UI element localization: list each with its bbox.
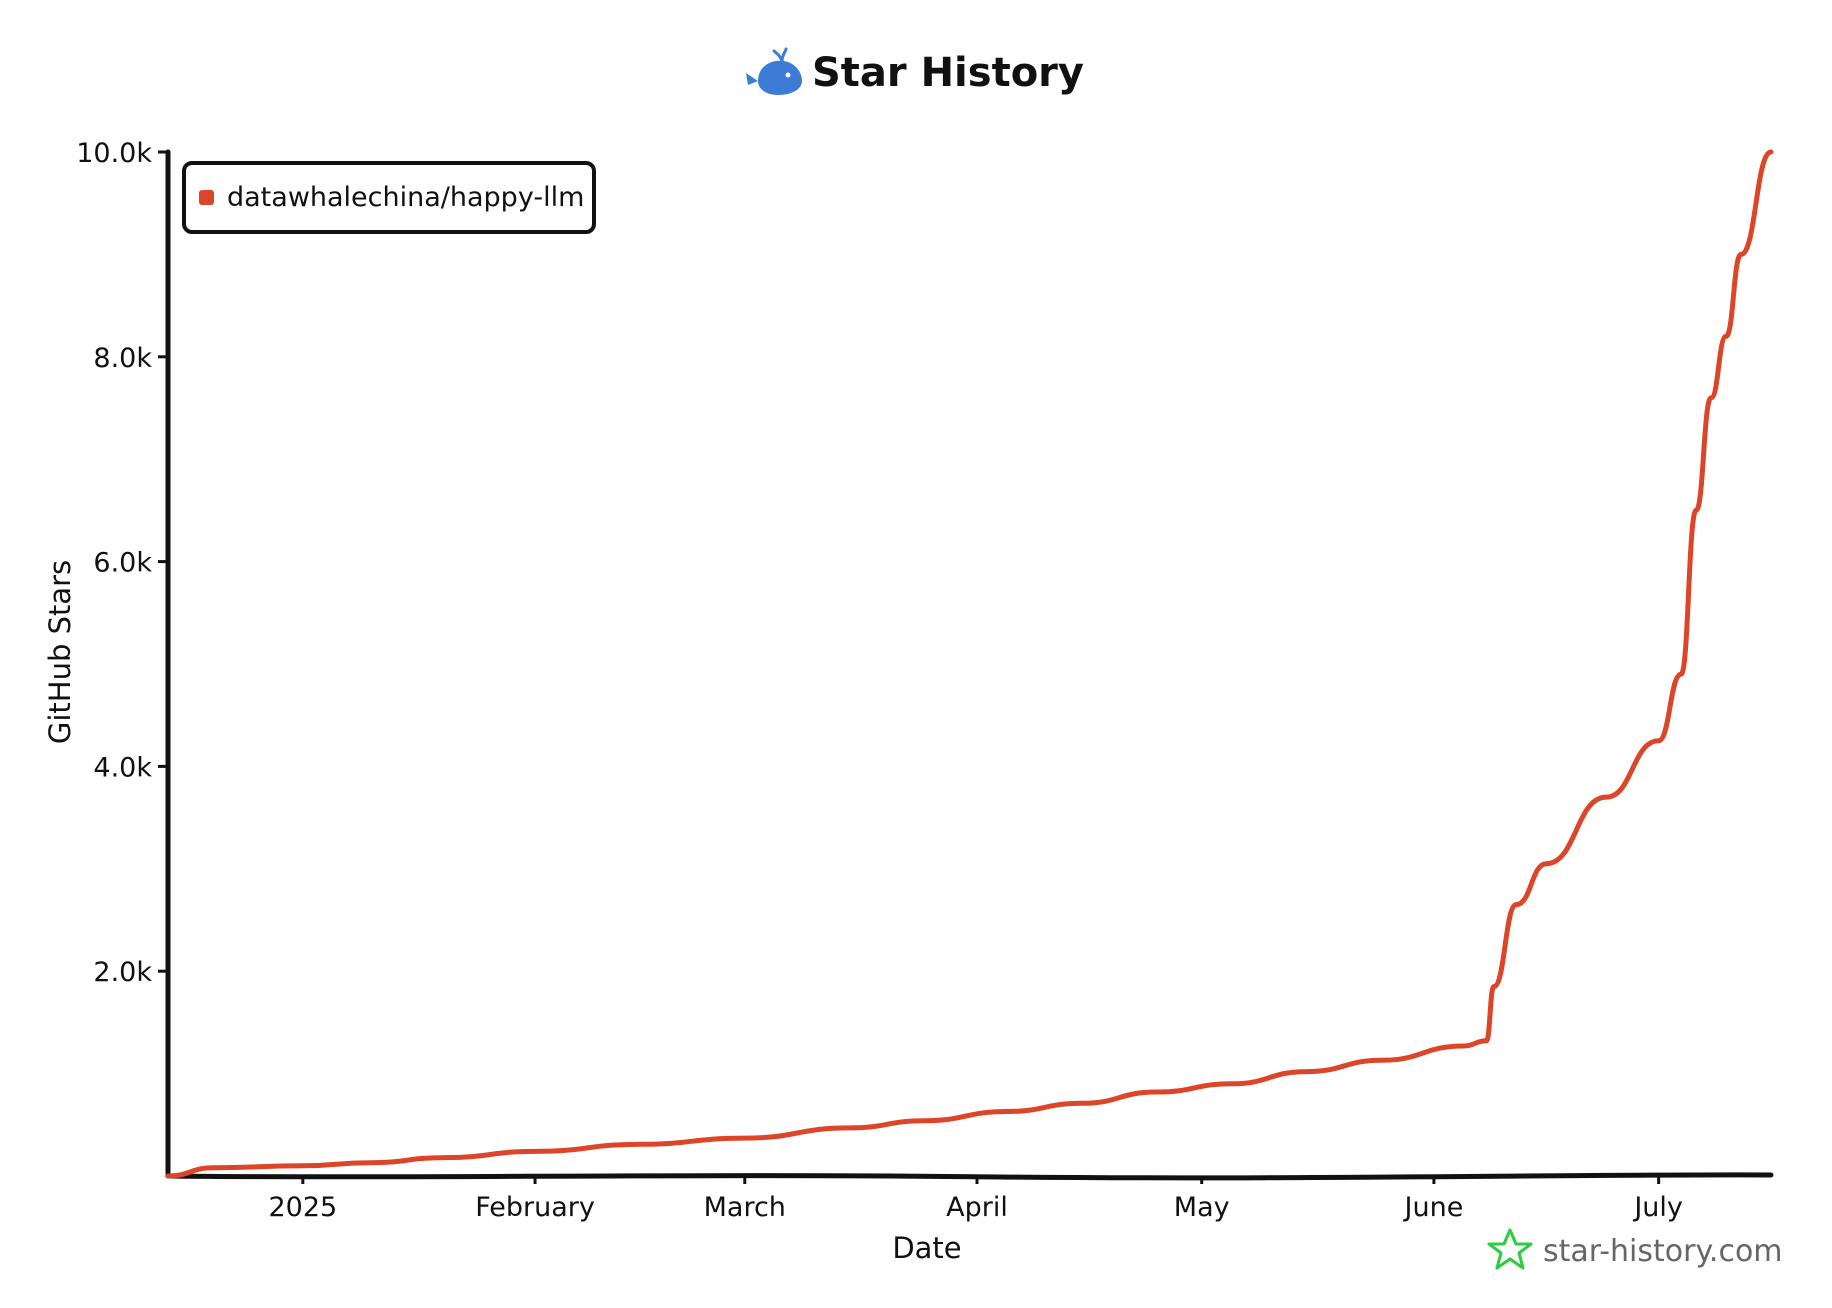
- chart-title: Star History: [746, 47, 1084, 96]
- legend-box: [182, 161, 596, 234]
- data-point: [1604, 795, 1608, 799]
- data-point: [301, 1164, 305, 1168]
- watermark-text: star-history.com: [1543, 1234, 1783, 1269]
- x-tick-label: February: [475, 1192, 595, 1223]
- chart-title-text: Star History: [812, 50, 1084, 96]
- data-point: [1724, 334, 1728, 338]
- data-point: [1080, 1101, 1084, 1105]
- x-tick-label: July: [1632, 1192, 1683, 1223]
- data-point: [211, 1166, 215, 1170]
- series-line-0: [165, 149, 1774, 1179]
- data-point: [1514, 903, 1518, 907]
- data-point: [1379, 1058, 1383, 1062]
- y-tick-label: 10.0k: [76, 138, 152, 169]
- y-tick-label: 2.0k: [93, 957, 152, 988]
- watermark: star-history.com: [1487, 1228, 1783, 1270]
- data-point: [743, 1136, 747, 1140]
- data-point: [1709, 396, 1713, 400]
- legend-label: datawhalechina/happy-llm: [227, 182, 584, 213]
- legend-swatch: [199, 190, 214, 205]
- data-point: [166, 1174, 170, 1178]
- whale-logo-icon: [746, 47, 802, 95]
- data-point: [1492, 985, 1496, 989]
- x-tick-label: March: [704, 1192, 786, 1223]
- y-axis-line: [165, 149, 172, 1179]
- x-axis-label: Date: [892, 1231, 961, 1265]
- series-layer: [165, 149, 1774, 1179]
- x-tick-label: April: [946, 1192, 1008, 1223]
- data-point: [1155, 1090, 1159, 1094]
- x-ticks: 2025 February March April May June July: [268, 1176, 1683, 1223]
- x-axis-line: [165, 1172, 1774, 1181]
- data-point: [1484, 1039, 1488, 1043]
- y-tick-label: 4.0k: [93, 752, 152, 783]
- y-tick-label: 6.0k: [93, 548, 152, 579]
- y-axis-label: GitHub Stars: [43, 560, 77, 744]
- legend: datawhalechina/happy-llm: [182, 161, 596, 234]
- x-tick-label: 2025: [268, 1192, 337, 1223]
- data-point: [1679, 672, 1683, 676]
- data-point: [923, 1119, 927, 1123]
- data-point: [1769, 150, 1773, 154]
- data-point: [1462, 1044, 1466, 1048]
- y-ticks: 2.0k 4.0k 6.0k 8.0k 10.0k: [76, 138, 168, 988]
- data-point: [1544, 862, 1548, 866]
- x-tick-label: May: [1174, 1192, 1230, 1223]
- data-point: [1305, 1070, 1309, 1074]
- y-tick-label: 8.0k: [93, 343, 152, 374]
- x-tick-label: June: [1403, 1192, 1464, 1223]
- data-point: [1230, 1082, 1234, 1086]
- star-logo-icon: [1487, 1228, 1533, 1270]
- data-point: [1657, 739, 1661, 743]
- data-point: [638, 1142, 642, 1146]
- data-point: [848, 1126, 852, 1130]
- data-point: [1005, 1109, 1009, 1113]
- data-point: [1694, 508, 1698, 512]
- data-point: [443, 1156, 447, 1160]
- data-point: [1739, 252, 1743, 256]
- data-point: [368, 1161, 372, 1165]
- data-point: [533, 1149, 537, 1153]
